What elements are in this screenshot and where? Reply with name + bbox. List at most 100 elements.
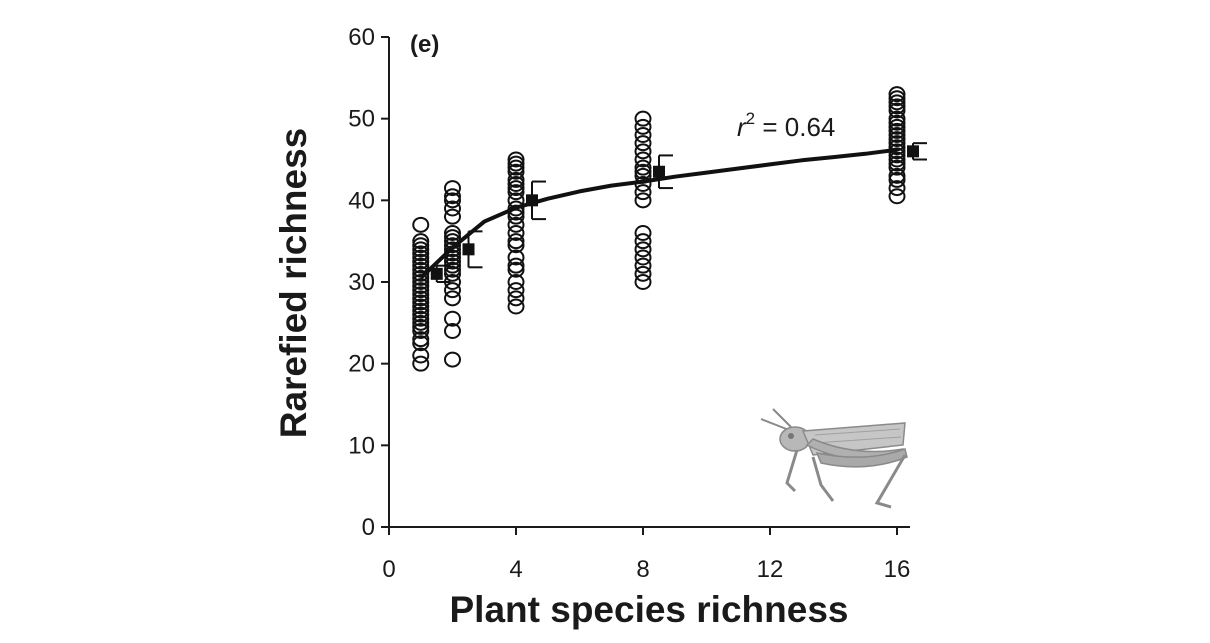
data-point xyxy=(507,233,525,250)
data-point xyxy=(507,180,525,197)
data-point xyxy=(888,139,906,156)
r-squared-value: = 0.64 xyxy=(755,112,835,142)
x-tick-label: 4 xyxy=(509,556,522,583)
data-point xyxy=(444,351,461,368)
data-point xyxy=(412,257,430,274)
data-point xyxy=(888,147,906,164)
y-ticks: 0 10 20 30 40 50 60 xyxy=(348,24,389,541)
data-point xyxy=(507,298,525,315)
data-point xyxy=(412,310,430,327)
data-point xyxy=(444,310,461,327)
data-point xyxy=(634,274,652,290)
r-squared-var: r xyxy=(737,112,747,142)
data-point xyxy=(888,122,906,139)
data-point xyxy=(444,290,461,307)
data-point xyxy=(507,225,525,241)
data-point xyxy=(412,355,430,372)
data-point xyxy=(888,159,906,176)
y-tick-label: 20 xyxy=(348,351,375,378)
data-point xyxy=(507,184,525,201)
group-means xyxy=(430,142,927,283)
data-point xyxy=(888,94,906,111)
data-point xyxy=(888,188,906,205)
panel-label: (e) xyxy=(410,31,439,58)
data-point xyxy=(412,347,430,364)
data-point xyxy=(444,200,461,217)
data-point xyxy=(412,314,430,331)
data-point xyxy=(507,155,525,172)
data-point xyxy=(888,98,906,115)
data-point xyxy=(888,114,906,131)
data-point xyxy=(412,306,430,323)
group-mean-marker xyxy=(526,194,538,207)
data-point xyxy=(444,265,461,282)
data-point xyxy=(412,302,430,319)
data-point xyxy=(412,241,430,258)
data-point xyxy=(412,318,430,335)
group-mean-marker xyxy=(653,165,665,178)
data-point xyxy=(888,90,906,107)
group-mean-marker xyxy=(907,145,919,158)
y-tick-label: 50 xyxy=(348,106,375,133)
data-point xyxy=(507,159,525,176)
data-point xyxy=(444,282,461,299)
data-point xyxy=(888,118,906,135)
data-point xyxy=(444,208,461,225)
x-tick-label: 0 xyxy=(382,556,395,583)
data-point xyxy=(634,163,652,180)
data-point xyxy=(634,135,652,152)
data-point xyxy=(412,274,430,290)
data-point xyxy=(444,192,461,209)
data-point xyxy=(412,282,430,299)
data-point xyxy=(444,241,461,258)
data-point xyxy=(507,282,525,299)
data-point xyxy=(634,143,652,160)
data-point xyxy=(507,176,525,192)
data-point xyxy=(412,265,430,282)
data-point xyxy=(888,167,906,184)
data-point xyxy=(412,237,430,254)
data-point xyxy=(888,86,906,103)
data-point xyxy=(507,151,525,168)
data-point xyxy=(507,274,525,290)
y-axis-title: Rarefied richness xyxy=(273,128,314,439)
data-point xyxy=(634,241,652,258)
data-point xyxy=(888,127,906,143)
data-point xyxy=(507,257,525,274)
data-point xyxy=(634,233,652,250)
data-point xyxy=(634,192,652,209)
data-point xyxy=(507,261,525,278)
group-mean-marker xyxy=(430,267,443,280)
data-point xyxy=(507,249,525,266)
data-points xyxy=(412,86,906,372)
data-point xyxy=(412,249,430,266)
data-point xyxy=(634,118,652,135)
x-ticks: 0 4 8 12 16 xyxy=(382,527,910,583)
data-point xyxy=(412,245,430,262)
group-mean-marker xyxy=(462,243,475,256)
data-point xyxy=(888,102,906,119)
data-point xyxy=(888,151,906,168)
data-point xyxy=(412,233,430,250)
data-point xyxy=(888,110,906,127)
data-point xyxy=(444,188,461,205)
data-point xyxy=(412,294,430,311)
data-point xyxy=(888,171,906,188)
data-point xyxy=(634,225,652,241)
x-tick-label: 12 xyxy=(757,556,784,583)
data-point xyxy=(444,180,461,197)
x-tick-label: 8 xyxy=(636,556,649,583)
y-tick-label: 30 xyxy=(348,269,375,296)
r-squared-annotation: r2 = 0.64 xyxy=(737,109,835,142)
data-point xyxy=(634,184,652,201)
data-point xyxy=(507,290,525,307)
data-point xyxy=(634,159,652,176)
data-point xyxy=(507,216,525,233)
data-point xyxy=(444,225,461,241)
data-point xyxy=(507,163,525,180)
r-squared-sup: 2 xyxy=(746,109,755,128)
data-point xyxy=(507,237,525,254)
data-point xyxy=(444,253,461,270)
y-tick-label: 10 xyxy=(348,432,375,459)
data-point xyxy=(412,253,430,270)
